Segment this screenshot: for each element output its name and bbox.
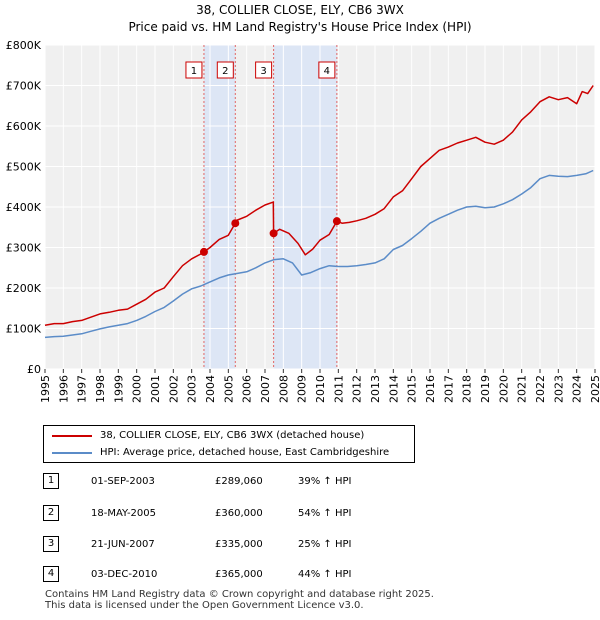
sale-marker — [332, 217, 341, 226]
price-chart: 38, COLLIER CLOSE, ELY, CB6 3WX Price pa… — [6, 3, 600, 403]
x-tick-label: 2021 — [516, 375, 529, 403]
sale-marker — [199, 247, 208, 256]
x-tick-label: 2005 — [222, 375, 235, 403]
x-tick-label: 2007 — [259, 375, 272, 403]
legend-swatch-hpi — [52, 452, 92, 454]
x-tick-label: 2001 — [149, 375, 162, 403]
legend-label-property: 38, COLLIER CLOSE, ELY, CB6 3WX (detache… — [100, 430, 365, 441]
transaction-hpi-change: 54% ↑ HPI — [298, 508, 352, 519]
x-tick-label: 2019 — [479, 375, 492, 403]
transaction-price: £289,060 — [215, 476, 263, 487]
x-tick-label: 2009 — [296, 375, 309, 403]
series-line-property — [44, 85, 594, 327]
event-label-box — [255, 61, 273, 79]
event-label-box — [216, 61, 234, 79]
event-label: 1 — [191, 66, 197, 77]
event-label-box — [185, 61, 203, 79]
legend: 38, COLLIER CLOSE, ELY, CB6 3WX (detache… — [43, 425, 415, 463]
transaction-hpi-change: 44% ↑ HPI — [298, 569, 352, 580]
transaction-price: £360,000 — [215, 508, 263, 519]
x-tick-label: 2020 — [497, 375, 510, 403]
x-tick-label: 2003 — [186, 375, 199, 403]
x-tick-label: 2014 — [387, 375, 400, 403]
x-tick-label: 2002 — [167, 375, 180, 403]
sale-marker — [269, 229, 278, 238]
footer-licence: This data is licensed under the Open Gov… — [45, 600, 364, 611]
x-tick-label: 2024 — [571, 375, 584, 403]
x-tick-label: 1997 — [76, 375, 89, 403]
transaction-number: 3 — [43, 536, 59, 552]
transaction-hpi-change: 39% ↑ HPI — [298, 476, 352, 487]
transaction-date: 21-JUN-2007 — [91, 539, 155, 550]
x-tick-label: 2010 — [314, 375, 327, 403]
x-tick-label: 2006 — [241, 375, 254, 403]
legend-label-hpi: HPI: Average price, detached house, East… — [100, 447, 390, 458]
x-tick-label: 2022 — [534, 375, 547, 403]
y-tick-label: £400K — [6, 201, 42, 214]
x-tick-label: 2018 — [461, 375, 474, 403]
chart-title: 38, COLLIER CLOSE, ELY, CB6 3WX — [196, 3, 404, 17]
transaction-date: 01-SEP-2003 — [91, 476, 155, 487]
x-tick-label: 2000 — [131, 375, 144, 403]
event-label: 2 — [222, 66, 228, 77]
y-tick-label: £300K — [6, 242, 42, 255]
transaction-date: 18-MAY-2005 — [91, 508, 157, 519]
x-tick-label: 2004 — [204, 375, 217, 403]
transaction-price: £335,000 — [215, 539, 263, 550]
x-tick-label: 1996 — [57, 375, 70, 403]
transaction-number: 2 — [43, 505, 59, 521]
legend-swatch-property — [52, 435, 92, 437]
x-tick-label: 2016 — [424, 375, 437, 403]
y-tick-label: £100K — [6, 323, 42, 336]
x-tick-label: 2017 — [442, 375, 455, 403]
footer: Contains HM Land Registry data © Crown c… — [45, 589, 434, 611]
y-tick-label: £200K — [6, 282, 42, 295]
transaction-date: 03-DEC-2010 — [91, 569, 158, 580]
event-label: 4 — [324, 66, 330, 77]
transaction-number: 4 — [43, 566, 59, 582]
x-tick-label: 2015 — [406, 375, 419, 403]
x-tick-label: 1995 — [39, 375, 52, 403]
y-tick-label: £0 — [27, 363, 41, 376]
transaction-number: 1 — [43, 473, 59, 489]
event-label-box — [318, 61, 336, 79]
x-tick-label: 2012 — [351, 375, 364, 403]
y-tick-label: £700K — [6, 80, 42, 93]
series-line-hpi — [44, 169, 594, 339]
y-tick-label: £800K — [6, 39, 42, 52]
footer-copyright: Contains HM Land Registry data © Crown c… — [45, 589, 434, 600]
x-tick-label: 2013 — [369, 375, 382, 403]
event-label: 3 — [260, 66, 266, 77]
transaction-price: £365,000 — [215, 569, 263, 580]
x-tick-label: 2011 — [332, 375, 345, 403]
x-tick-label: 2023 — [552, 375, 565, 403]
x-tick-label: 1998 — [94, 375, 107, 403]
y-tick-label: £600K — [6, 120, 42, 133]
y-tick-label: £500K — [6, 161, 42, 174]
transaction-hpi-change: 25% ↑ HPI — [298, 539, 352, 550]
chart-subtitle: Price paid vs. HM Land Registry's House … — [128, 20, 471, 34]
x-tick-label: 2025 — [589, 375, 600, 403]
x-tick-label: 1999 — [112, 375, 125, 403]
sale-marker — [231, 219, 240, 228]
x-tick-label: 2008 — [277, 375, 290, 403]
